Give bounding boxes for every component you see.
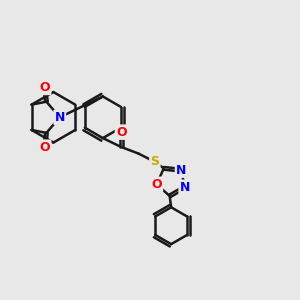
Text: O: O (40, 141, 50, 154)
Text: N: N (55, 111, 65, 124)
Text: O: O (116, 126, 127, 139)
Text: O: O (152, 178, 162, 191)
Text: N: N (180, 181, 190, 194)
Text: N: N (176, 164, 186, 177)
Text: O: O (40, 81, 50, 94)
Text: S: S (150, 155, 159, 168)
